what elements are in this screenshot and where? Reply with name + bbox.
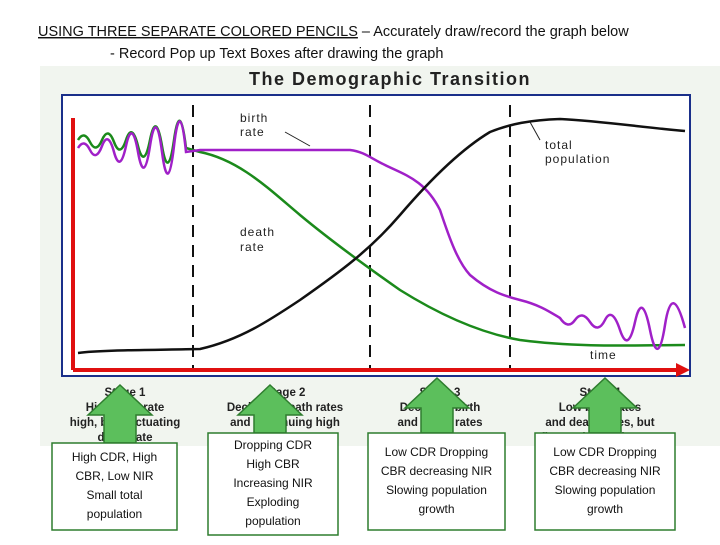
- callout-box: [534, 432, 676, 531]
- callout-text: Low CDR Dropping: [385, 445, 488, 459]
- callout-box: [367, 432, 506, 531]
- callout-box: [207, 432, 339, 536]
- callout-text: Small total: [86, 488, 142, 502]
- callout-text: CBR decreasing NIR: [549, 464, 661, 478]
- callout-text: population: [87, 507, 142, 521]
- callout-text: CBR, Low NIR: [75, 469, 153, 483]
- curve-label: death: [240, 225, 275, 239]
- callout-text: High CDR, High: [72, 450, 157, 464]
- leader: [529, 121, 541, 141]
- instruction-2: - Record Pop up Text Boxes after drawing…: [110, 46, 443, 62]
- callout-text: Increasing NIR: [233, 476, 313, 490]
- death-rate-curve: [76, 119, 686, 347]
- total-population-curve: [77, 117, 686, 355]
- callout-text: growth: [418, 502, 454, 516]
- curve-label: population: [545, 152, 610, 166]
- callout-text: High CBR: [246, 457, 300, 471]
- callout-box: [51, 442, 178, 531]
- instruction-underlined: USING THREE SEPARATE COLORED PENCILS: [38, 24, 358, 40]
- instruction-rest: – Accurately draw/record the graph below: [358, 24, 629, 40]
- curve-label: rate: [240, 240, 265, 254]
- callout-text: Low CDR Dropping: [553, 445, 656, 459]
- instruction: USING THREE SEPARATE COLORED PENCILS – A…: [38, 24, 629, 40]
- curve-label: rate: [240, 125, 265, 139]
- graph-title: The Demographic Transition: [249, 69, 531, 89]
- callout-text: CBR decreasing NIR: [381, 464, 493, 478]
- callout-text: Slowing population: [386, 483, 487, 497]
- curve-label: total: [545, 138, 573, 152]
- leader: [284, 131, 311, 147]
- callout-text: Slowing population: [555, 483, 656, 497]
- curve-label: birth: [240, 111, 268, 125]
- x-axis-arrow: [676, 363, 690, 377]
- plot-frame: [61, 94, 691, 377]
- axis-label: time: [590, 348, 617, 362]
- callout-text: Dropping CDR: [234, 438, 312, 452]
- callout-text: population: [245, 514, 300, 528]
- callout-text: growth: [587, 502, 623, 516]
- birth-rate-curve: [76, 120, 687, 350]
- callout-text: Exploding: [247, 495, 300, 509]
